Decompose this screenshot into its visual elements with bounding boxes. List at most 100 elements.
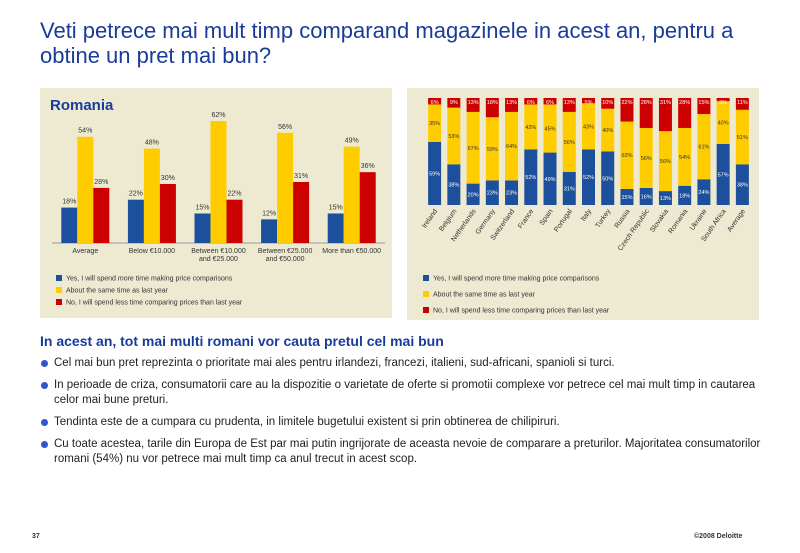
value-label: 35% bbox=[429, 121, 440, 127]
bar-segment bbox=[485, 98, 499, 118]
value-label: 64% bbox=[506, 144, 517, 150]
value-label: 6% bbox=[431, 100, 439, 106]
value-label: 12% bbox=[262, 210, 276, 217]
value-label: 30% bbox=[161, 175, 175, 182]
value-label: 5% bbox=[585, 100, 593, 106]
x-tick-label: Average bbox=[72, 248, 99, 255]
value-label: 42% bbox=[525, 125, 536, 131]
bar-segment bbox=[716, 98, 730, 102]
x-tick-label: More than €50.000 bbox=[322, 248, 382, 255]
bar-segment bbox=[678, 98, 692, 128]
value-label: 61% bbox=[698, 145, 709, 151]
bar-segment bbox=[639, 127, 653, 188]
bar-segment bbox=[620, 188, 634, 205]
bar bbox=[93, 187, 110, 243]
x-tick-label: Slovakia bbox=[649, 208, 670, 234]
bar-segment bbox=[543, 104, 557, 153]
legend-swatch bbox=[56, 299, 62, 305]
value-label: 23% bbox=[506, 191, 517, 197]
value-label: 13% bbox=[564, 100, 575, 106]
bar-segment bbox=[485, 117, 499, 181]
value-label: 18% bbox=[62, 199, 76, 206]
x-tick-label: Portugal bbox=[553, 208, 574, 234]
value-label: 13% bbox=[660, 196, 671, 202]
bar-segment bbox=[562, 111, 576, 172]
value-label: 9% bbox=[450, 100, 458, 106]
x-tick-label: Between €10.000 and €25.000 bbox=[191, 248, 246, 263]
bar-segment bbox=[601, 151, 615, 205]
bar-segment bbox=[505, 180, 519, 205]
value-label: 56% bbox=[641, 156, 652, 162]
bar-segment bbox=[543, 152, 557, 205]
value-label: 18% bbox=[487, 100, 498, 106]
legend-swatch bbox=[423, 291, 429, 297]
value-label: 52% bbox=[525, 175, 536, 181]
value-label: 59% bbox=[429, 171, 440, 177]
bar bbox=[143, 148, 160, 243]
value-label: 31% bbox=[294, 173, 308, 180]
value-label: 59% bbox=[487, 147, 498, 153]
bar-segment bbox=[485, 180, 499, 205]
bar bbox=[159, 183, 176, 243]
bar-segment bbox=[620, 98, 634, 122]
value-label: 15% bbox=[195, 204, 209, 211]
bar-segment bbox=[697, 98, 711, 115]
value-label: 45% bbox=[545, 126, 556, 132]
value-label: 15% bbox=[698, 100, 709, 106]
legend-label: Yes, I will spend more time making price… bbox=[66, 276, 233, 283]
value-label: 22% bbox=[621, 100, 632, 106]
chart-romania: Romania Average 18% 54% 28% Below €10.000 22% 4… bbox=[40, 88, 392, 318]
bar-segment bbox=[447, 164, 461, 205]
value-label: 3% bbox=[719, 100, 727, 106]
page-number: 37 bbox=[32, 533, 40, 540]
value-label: 38% bbox=[448, 183, 459, 189]
bullet: In perioade de criza, consumatorii care … bbox=[40, 378, 765, 408]
x-label-box: Between €25.000 and €50.000 bbox=[258, 248, 313, 263]
bar bbox=[327, 213, 344, 243]
x-tick-label: Ukraine bbox=[689, 208, 709, 232]
bar-segment bbox=[466, 111, 480, 184]
value-label: 53% bbox=[448, 134, 459, 140]
bar bbox=[61, 207, 78, 243]
value-label: 6% bbox=[527, 100, 535, 106]
value-label: 24% bbox=[698, 190, 709, 196]
bar bbox=[261, 219, 278, 243]
value-label: 22% bbox=[227, 191, 241, 198]
value-label: 52% bbox=[583, 175, 594, 181]
chart-title: Romania bbox=[50, 97, 114, 114]
value-label: 11% bbox=[737, 100, 748, 106]
bar-segment bbox=[505, 98, 519, 112]
x-label-box: Below €10.000 bbox=[129, 248, 175, 255]
bar-segment bbox=[447, 98, 461, 108]
bar-segment bbox=[582, 103, 595, 150]
bar-segment bbox=[466, 98, 480, 112]
value-label: 56% bbox=[660, 159, 671, 165]
bar-segment bbox=[505, 111, 519, 181]
value-label: 56% bbox=[564, 140, 575, 146]
value-label: 13% bbox=[506, 100, 517, 106]
x-tick-label: Belgium bbox=[438, 208, 458, 233]
bar-segment bbox=[524, 98, 538, 105]
legend-swatch bbox=[56, 275, 62, 281]
bar-segment bbox=[735, 164, 749, 205]
x-tick-label: Romania bbox=[668, 208, 690, 235]
value-label: 28% bbox=[641, 100, 652, 106]
bar-segment bbox=[620, 121, 634, 189]
value-label: 13% bbox=[468, 100, 479, 106]
bar-segment bbox=[428, 141, 442, 205]
bar-segment bbox=[658, 131, 672, 192]
bar-segment bbox=[524, 104, 538, 150]
value-label: 36% bbox=[361, 163, 375, 170]
legend-swatch bbox=[423, 307, 429, 313]
bar-segment bbox=[524, 149, 538, 205]
value-label: 16% bbox=[641, 194, 652, 200]
bar bbox=[277, 132, 294, 243]
value-label: 28% bbox=[94, 179, 108, 186]
value-label: 56% bbox=[278, 124, 292, 131]
value-label: 20% bbox=[468, 192, 479, 198]
legend-label: About the same time as last year bbox=[433, 292, 536, 299]
value-label: 15% bbox=[329, 204, 343, 211]
legend-swatch bbox=[423, 275, 429, 281]
